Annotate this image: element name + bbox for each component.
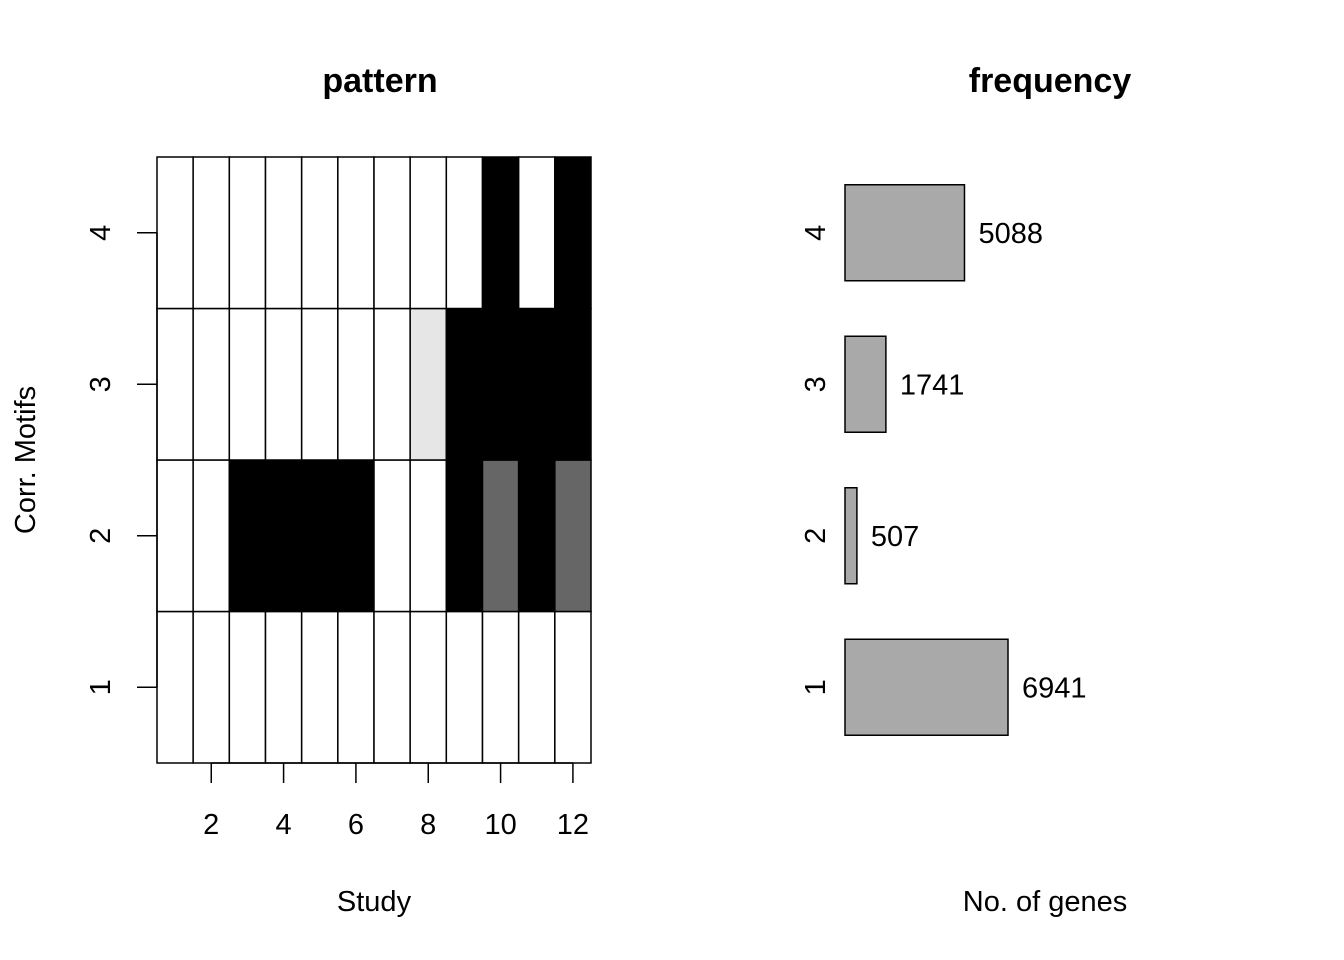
heatmap-cell: [337, 307, 375, 461]
heatmap-cell: [300, 307, 339, 461]
heatmap-cell: [554, 610, 592, 764]
heatmap-cell: [445, 156, 484, 310]
heatmap-cell: [300, 156, 339, 310]
pattern-x-tick-label: 10: [484, 809, 516, 841]
heatmap-cell: [264, 307, 303, 461]
pattern-y-tick-label: 2: [85, 528, 117, 544]
heatmap-cell: [554, 156, 592, 310]
heatmap-cell: [554, 459, 592, 613]
frequency-category-label: 4: [800, 225, 832, 241]
frequency-bar-value-label: 1741: [900, 369, 965, 401]
heatmap-cell: [228, 610, 267, 764]
heatmap-cell: [409, 610, 448, 764]
pattern-x-tick-label: 4: [276, 809, 292, 841]
heatmap-cell: [337, 459, 375, 613]
frequency-bar: [844, 638, 1009, 736]
pattern-y-axis-label: Corr. Motifs: [10, 386, 42, 534]
pattern-x-tick-label: 12: [557, 809, 589, 841]
heatmap-cell: [517, 610, 556, 764]
frequency-x-axis-label: No. of genes: [963, 886, 1127, 918]
frequency-bar-value-label: 6941: [1022, 672, 1087, 704]
pattern-y-tick-label: 1: [85, 679, 117, 695]
heatmap-cell: [409, 459, 448, 613]
pattern-y-tick-label: 3: [85, 376, 117, 392]
heatmap-cell: [228, 156, 267, 310]
pattern-y-tick-label: 4: [85, 225, 117, 241]
heatmap-cell: [192, 610, 231, 764]
heatmap-cell: [228, 307, 267, 461]
frequency-category-label: 2: [800, 528, 832, 544]
heatmap-cell: [337, 156, 375, 310]
frequency-category-label: 1: [800, 679, 832, 695]
heatmap-cell: [445, 307, 484, 461]
heatmap-cell: [156, 156, 194, 310]
pattern-x-tick-label: 8: [420, 809, 436, 841]
heatmap-cell: [228, 459, 267, 613]
heatmap-cell: [481, 459, 520, 613]
frequency-category-label: 3: [800, 376, 832, 392]
pattern-title: pattern: [322, 62, 437, 100]
heatmap-cell: [337, 610, 375, 764]
heatmap-cell: [409, 156, 448, 310]
pattern-x-tick-label: 6: [348, 809, 364, 841]
frequency-bar-value-label: 507: [871, 521, 919, 553]
pattern-x-tick-label: 2: [203, 809, 219, 841]
heatmap-cell: [481, 610, 520, 764]
heatmap-cell: [264, 610, 303, 764]
frequency-bar: [844, 487, 858, 585]
heatmap-cell: [156, 307, 194, 461]
frequency-bar-value-label: 5088: [978, 218, 1043, 250]
heatmap-cell: [445, 610, 484, 764]
heatmap-cell: [373, 156, 411, 310]
pattern-x-axis-label: Study: [337, 886, 412, 918]
heatmap-cell: [300, 459, 339, 613]
heatmap-cell: [373, 610, 411, 764]
heatmap-cell: [554, 307, 592, 461]
heatmap-cell: [481, 307, 520, 461]
heatmap-cell: [192, 459, 231, 613]
heatmap-cell: [156, 459, 194, 613]
heatmap-cell: [409, 307, 448, 461]
frequency-title: frequency: [969, 62, 1132, 100]
frequency-bar: [844, 335, 887, 433]
heatmap-cell: [192, 307, 231, 461]
heatmap-cell: [192, 156, 231, 310]
heatmap-cell: [445, 459, 484, 613]
heatmap-cell: [373, 307, 411, 461]
heatmap-cell: [264, 156, 303, 310]
heatmap-cell: [264, 459, 303, 613]
heatmap-cell: [481, 156, 520, 310]
frequency-bar: [844, 184, 966, 282]
heatmap-cell: [156, 610, 194, 764]
heatmap-cell: [300, 610, 339, 764]
heatmap-cell: [517, 459, 556, 613]
heatmap-cell: [517, 156, 556, 310]
heatmap-cell: [517, 307, 556, 461]
heatmap-cell: [373, 459, 411, 613]
frequency-panel: frequency 6941 1 507 2 1741 3 5088 4 No. of gen…: [800, 62, 1131, 918]
